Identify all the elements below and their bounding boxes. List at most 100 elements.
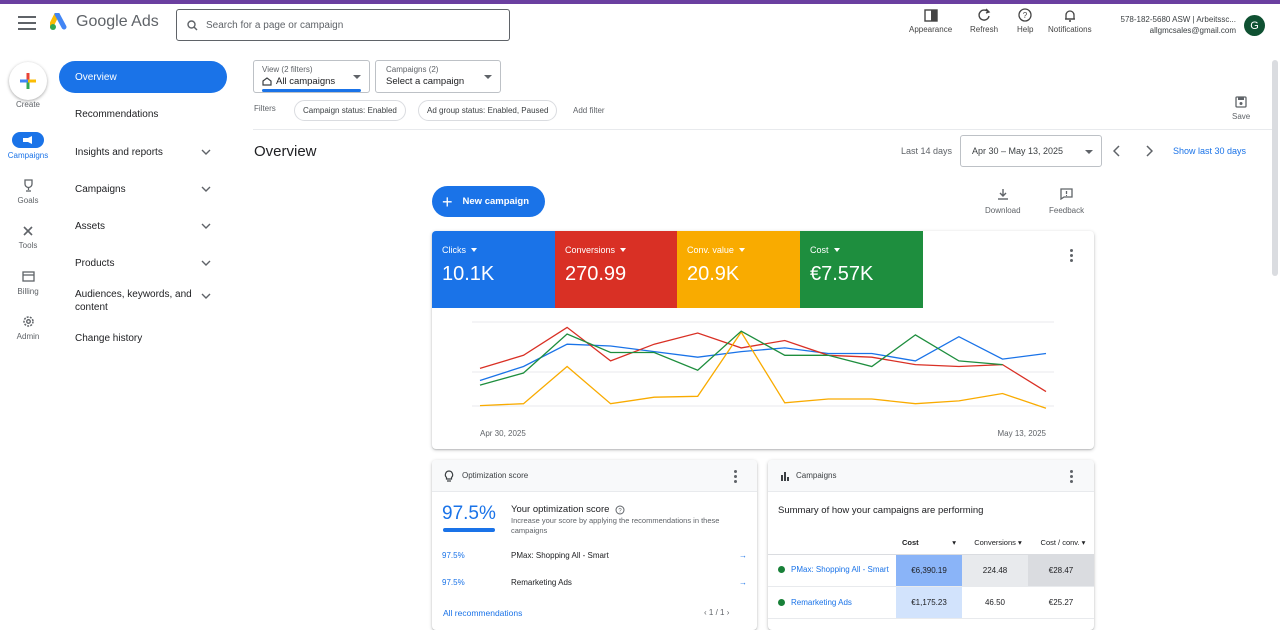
help-label: Help — [1017, 25, 1034, 34]
help-icon[interactable]: ? — [615, 505, 625, 515]
metric-value: 10.1K — [442, 263, 495, 285]
performance-card: Clicks 10.1K Conversions 270.99 Conv. va… — [432, 231, 1094, 449]
metric-tile-cost[interactable]: Cost €7.57K — [800, 231, 923, 308]
more-options-icon[interactable] — [1070, 470, 1074, 485]
refresh-button[interactable]: Refresh — [970, 8, 998, 34]
campaign-name-cell[interactable]: PMax: Shopping All - Smart — [768, 554, 896, 587]
view-selector[interactable]: View (2 filters) All campaigns — [253, 60, 370, 93]
google-ads-logo-icon — [50, 13, 67, 30]
nav-item-overview[interactable]: Overview — [59, 61, 227, 93]
metric-name: Cost — [810, 245, 829, 255]
notifications-button[interactable]: Notifications — [1048, 8, 1092, 34]
account-info[interactable]: 578-182-5680 ASW | Arbeitssc... allgmcsa… — [1121, 14, 1236, 36]
date-preset-label: Last 14 days — [901, 146, 953, 156]
table-row[interactable]: Remarketing Ads €1,175.23 46.50 €25.27 — [768, 586, 1094, 619]
campaign-link[interactable]: Remarketing Ads — [791, 597, 852, 607]
view-selector-indicator — [262, 89, 361, 92]
rail-label: Admin — [16, 332, 40, 341]
arrow-right-icon[interactable]: → — [739, 578, 747, 587]
page-scrollbar[interactable] — [1272, 60, 1278, 276]
prev-period-button[interactable] — [1112, 144, 1121, 160]
trophy-icon — [23, 178, 33, 192]
campaign-selector-value: Select a campaign — [386, 76, 465, 87]
view-selector-value: All campaigns — [276, 76, 336, 87]
home-icon — [262, 77, 272, 86]
next-period-button[interactable] — [1145, 144, 1154, 160]
metric-tile-clicks[interactable]: Clicks 10.1K — [432, 231, 555, 308]
metric-value: 20.9K — [687, 263, 740, 285]
rail-item-campaigns[interactable]: Campaigns — [0, 132, 56, 160]
arrow-right-icon[interactable]: → — [739, 551, 747, 560]
campaign-selector[interactable]: Campaigns (2) Select a campaign — [375, 60, 501, 93]
nav-item-assets[interactable]: Assets — [59, 219, 227, 233]
feedback-button[interactable]: Feedback — [1049, 188, 1084, 215]
gear-icon — [22, 315, 34, 327]
nav-item-insights-and-reports[interactable]: Insights and reports — [59, 145, 227, 159]
more-options-icon[interactable] — [734, 470, 738, 485]
more-options-icon[interactable] — [1070, 249, 1074, 264]
download-label: Download — [985, 206, 1021, 215]
nav-item-products[interactable]: Products — [59, 256, 227, 270]
metric-name: Conv. value — [687, 245, 734, 255]
search-input[interactable]: Search for a page or campaign — [176, 9, 510, 41]
avatar[interactable]: G — [1244, 15, 1265, 36]
campaigns-card-header: Campaigns — [768, 460, 1094, 492]
nav-item-label: Assets — [75, 220, 106, 232]
conversions-cell: 46.50 — [962, 586, 1028, 619]
menu-icon[interactable] — [18, 16, 36, 30]
rail-item-admin[interactable]: Admin — [0, 313, 56, 341]
chevron-right-icon[interactable]: › — [726, 608, 730, 617]
campaign-name-cell[interactable]: Remarketing Ads — [768, 586, 896, 619]
column-header-conversions[interactable]: Conversions ▾ — [962, 532, 1028, 555]
new-campaign-label: New campaign — [462, 196, 530, 207]
download-button[interactable]: Download — [985, 188, 1021, 215]
rail-item-billing[interactable]: Billing — [0, 268, 56, 296]
create-label: Create — [15, 100, 40, 109]
nav-item-change-history[interactable]: Change history — [59, 331, 227, 345]
nav-item-label: Insights and reports — [75, 146, 163, 158]
campaign-link[interactable]: PMax: Shopping All - Smart — [791, 564, 889, 574]
save-button[interactable]: Save — [1232, 96, 1250, 121]
add-filter-button[interactable]: Add filter — [573, 106, 605, 115]
plus-icon: + — [442, 191, 453, 212]
nav-item-label: Products — [75, 257, 115, 269]
optimization-card-header: Optimization score — [432, 460, 757, 492]
performance-chart: Apr 30, 2025 May 13, 2025 — [472, 321, 1054, 438]
appearance-button[interactable]: Appearance — [909, 8, 952, 34]
nav-item-audiences[interactable]: Audiences, keywords, and content — [59, 288, 227, 314]
google-ads-logo[interactable]: Google Ads — [50, 13, 159, 31]
rail-item-tools[interactable]: Tools — [0, 222, 56, 250]
all-recommendations-link[interactable]: All recommendations — [443, 608, 523, 618]
metric-tile-conv-value[interactable]: Conv. value 20.9K — [677, 231, 800, 308]
nav-item-campaigns[interactable]: Campaigns — [59, 182, 227, 196]
series-line-cost — [479, 330, 1003, 386]
cost-per-conv-cell: €28.47 — [1028, 554, 1094, 587]
chevron-down-icon — [201, 260, 211, 266]
filter-chip-campaign-status[interactable]: Campaign status: Enabled — [294, 100, 406, 121]
rail-item-goals[interactable]: Goals — [0, 177, 56, 205]
metric-tile-conversions[interactable]: Conversions 270.99 — [555, 231, 678, 308]
top-accent-stripe — [0, 0, 1280, 4]
feedback-label: Feedback — [1049, 206, 1085, 215]
optimization-row[interactable]: 97.5% PMax: Shopping All - Smart → — [442, 551, 747, 560]
optimization-row[interactable]: 97.5% Remarketing Ads → — [442, 578, 747, 587]
series-line-clicks — [479, 335, 1047, 382]
campaigns-summary: Summary of how your campaigns are perfor… — [778, 505, 984, 516]
column-header-cost[interactable]: Cost ▾ — [896, 532, 962, 555]
show-last-30-days-link[interactable]: Show last 30 days — [1173, 146, 1247, 156]
nav-item-recommendations[interactable]: Recommendations — [59, 107, 227, 121]
new-campaign-button[interactable]: + New campaign — [432, 186, 545, 217]
date-range-picker[interactable]: Apr 30 – May 13, 2025 — [960, 135, 1102, 167]
cost-per-conv-cell: €25.27 — [1028, 586, 1094, 619]
chevron-down-icon — [201, 293, 211, 299]
help-button[interactable]: ? Help — [1017, 8, 1033, 34]
create-button[interactable] — [9, 62, 47, 100]
filter-chip-ad-group-status[interactable]: Ad group status: Enabled, Paused — [418, 100, 558, 121]
bar-chart-icon — [781, 471, 789, 481]
metric-name: Conversions — [565, 245, 616, 255]
chevron-left-icon[interactable]: ‹ — [704, 608, 707, 617]
column-header-cost-per-conv[interactable]: Cost / conv. ▾ — [1028, 532, 1094, 555]
rail-label: Campaigns — [7, 151, 49, 160]
svg-text:?: ? — [1023, 11, 1028, 20]
table-row[interactable]: PMax: Shopping All - Smart €6,390.19 224… — [768, 554, 1094, 587]
